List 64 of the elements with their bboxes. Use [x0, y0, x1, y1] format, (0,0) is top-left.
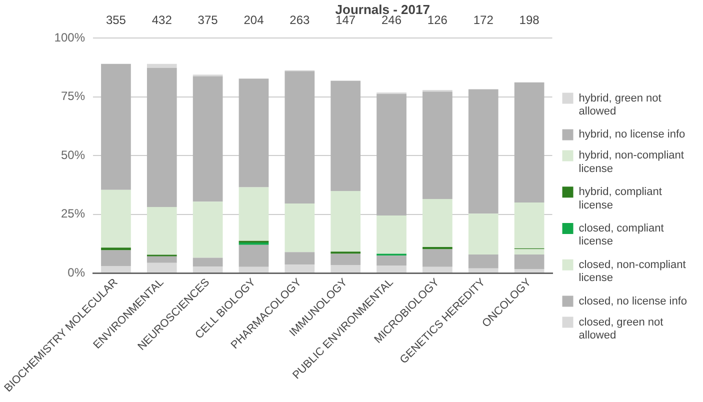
legend-label: hybrid, compliant license	[578, 186, 662, 212]
y-tick-label: 25%	[60, 206, 86, 221]
legend-label: closed, no license info	[578, 295, 687, 308]
bar	[238, 187, 269, 241]
legend-label: closed, green not allowed	[578, 316, 664, 342]
bar	[192, 266, 223, 273]
text: 355	[106, 13, 126, 27]
bar	[422, 266, 452, 273]
bar	[238, 244, 269, 267]
text: 198	[519, 13, 540, 27]
bar	[468, 214, 498, 254]
legend-label: hybrid, no license info	[578, 128, 686, 141]
bar	[284, 264, 315, 273]
bar	[101, 248, 131, 250]
y-tick-label: 0%	[68, 265, 86, 280]
bar	[468, 89, 498, 214]
bar	[514, 82, 544, 203]
text: 375	[198, 13, 218, 27]
bar	[422, 246, 452, 250]
bar	[284, 252, 315, 265]
bar	[422, 249, 452, 267]
bar	[468, 254, 498, 268]
bar	[422, 92, 452, 199]
y-tick-label: 50%	[60, 148, 86, 162]
bar	[192, 258, 223, 267]
text: 172	[473, 13, 494, 27]
bar	[146, 68, 177, 207]
bar	[284, 71, 315, 204]
bar	[422, 198, 452, 247]
bar	[101, 190, 131, 248]
text: 263	[290, 13, 310, 27]
bar	[146, 262, 177, 273]
legend-label: hybrid, non-compliant license	[578, 150, 684, 175]
bar	[376, 266, 406, 273]
bar	[514, 269, 544, 273]
bar	[330, 265, 361, 273]
bar	[376, 94, 406, 216]
y-tick-label: 100%	[54, 30, 86, 44]
bar	[238, 242, 269, 245]
bar	[376, 215, 406, 254]
bar	[146, 206, 177, 255]
bar	[284, 203, 315, 252]
bar	[146, 256, 177, 263]
text: 432	[152, 13, 172, 27]
legend-label: closed, non-compliant license	[578, 258, 686, 284]
text: 126	[427, 13, 448, 27]
legend-label: closed, compliant license	[578, 222, 664, 248]
y-tick-label: 75%	[60, 89, 86, 104]
bar	[146, 64, 177, 68]
bar	[101, 250, 131, 266]
bar	[330, 191, 361, 252]
text: 204	[244, 13, 264, 27]
bar	[192, 202, 223, 258]
bar	[468, 268, 498, 273]
bar	[101, 64, 131, 190]
bar	[330, 80, 361, 192]
bar	[376, 256, 406, 266]
bar	[192, 76, 223, 202]
bar	[238, 78, 269, 188]
bar	[238, 266, 269, 273]
legend-label: hybrid, green not allowed	[578, 92, 662, 118]
bar	[101, 266, 131, 273]
bar	[330, 254, 361, 266]
bar	[514, 254, 544, 270]
